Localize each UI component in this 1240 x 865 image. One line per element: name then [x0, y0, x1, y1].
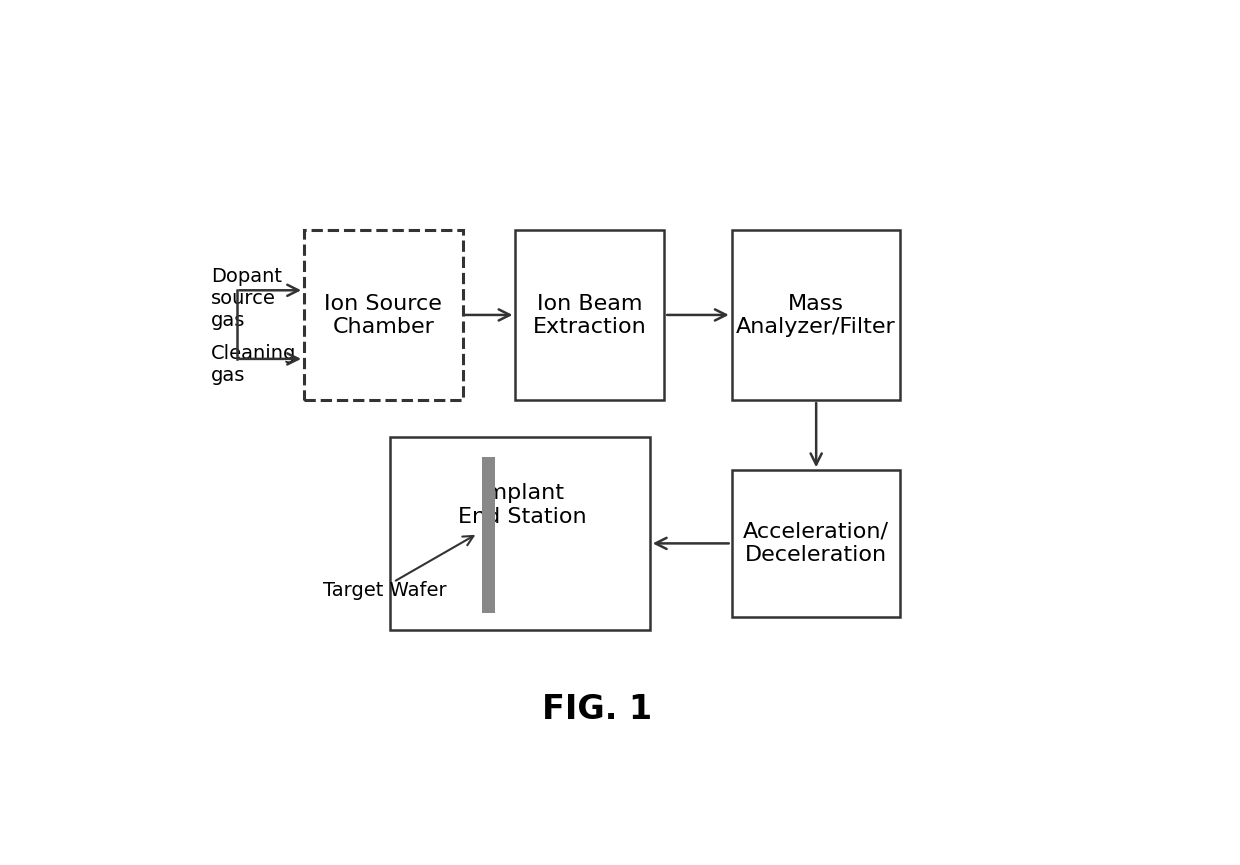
- Bar: [732, 471, 900, 617]
- Bar: [391, 437, 650, 630]
- Text: Ion Source
Chamber: Ion Source Chamber: [325, 294, 443, 336]
- Bar: [732, 230, 900, 400]
- Text: Acceleration/
Deceleration: Acceleration/ Deceleration: [743, 522, 889, 565]
- Text: Mass
Analyzer/Filter: Mass Analyzer/Filter: [735, 294, 895, 336]
- Text: Cleaning
gas: Cleaning gas: [211, 343, 296, 385]
- Text: FIG. 1: FIG. 1: [542, 694, 652, 727]
- Bar: [516, 230, 665, 400]
- Text: Dopant
source
gas: Dopant source gas: [211, 267, 281, 330]
- Text: Ion Beam
Extraction: Ion Beam Extraction: [533, 294, 647, 336]
- Text: Implant
End Station: Implant End Station: [458, 484, 587, 527]
- Bar: [304, 230, 463, 400]
- Bar: [481, 457, 495, 613]
- Text: Target Wafer: Target Wafer: [324, 580, 446, 599]
